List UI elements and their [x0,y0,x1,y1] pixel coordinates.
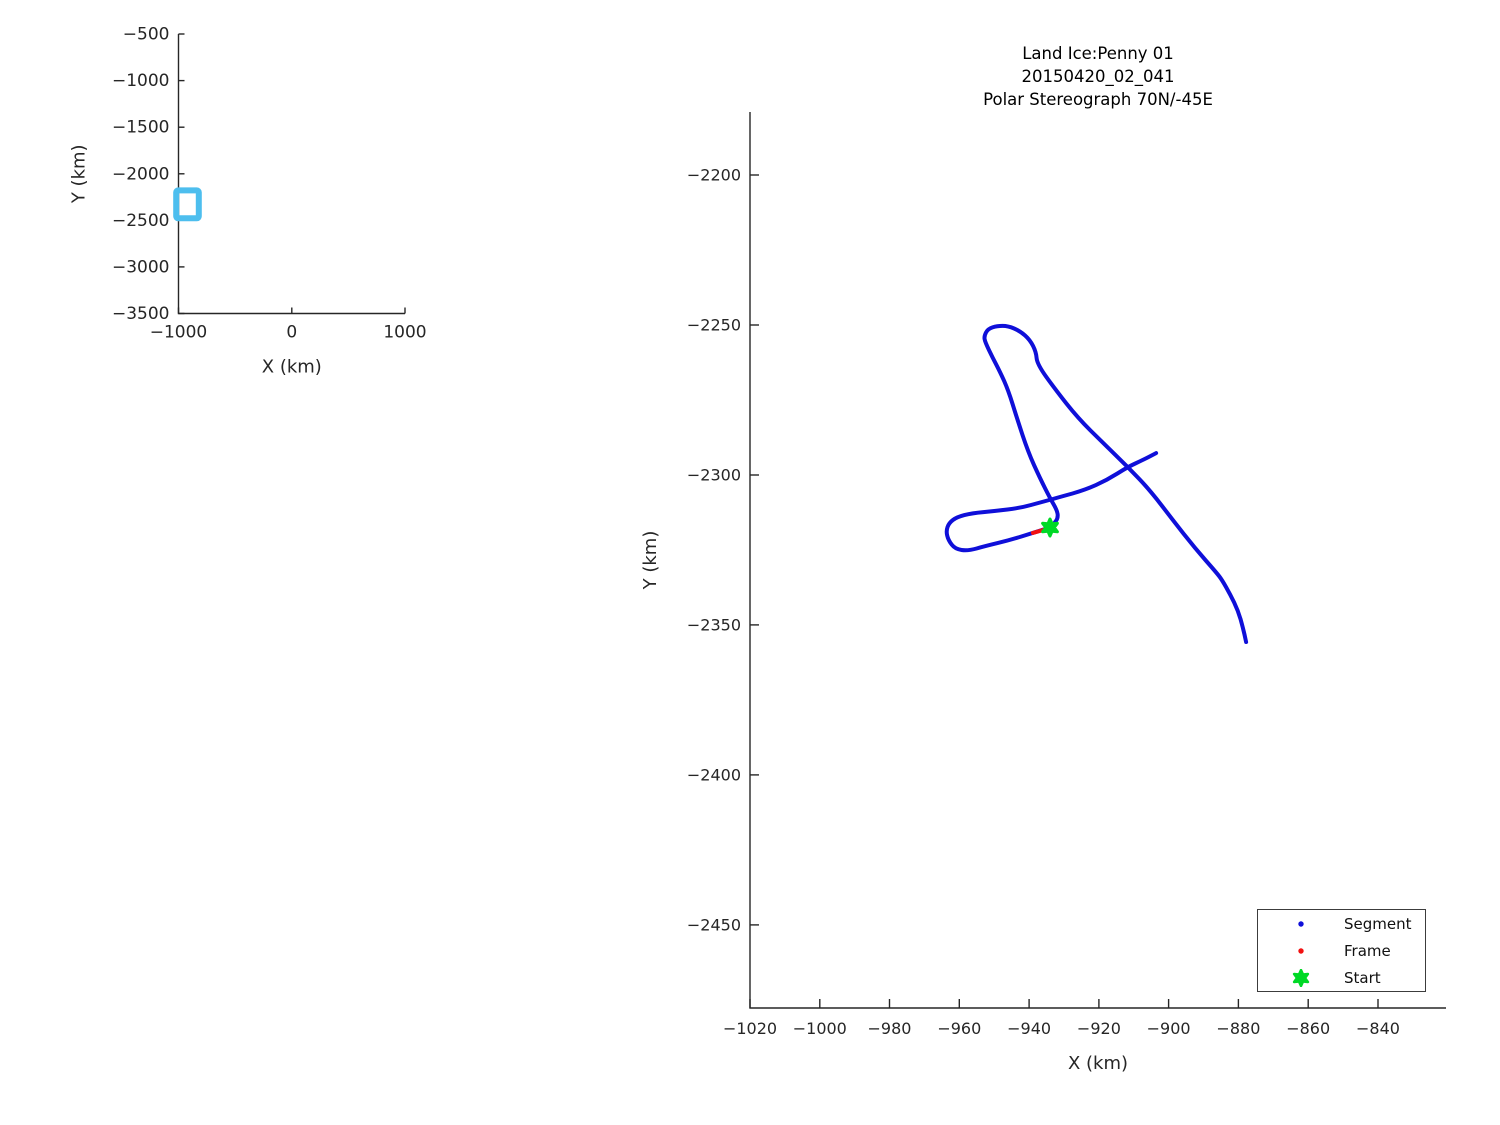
chart-title-line-3: Polar Stereograph 70N/-45E [983,90,1213,109]
y-axis-tick-label: −2250 [687,316,741,335]
x-axis-label: X (km) [262,357,322,378]
start-marker [1041,517,1059,538]
y-axis-tick-label: −2200 [687,166,741,185]
x-axis-label: X (km) [1068,1053,1128,1074]
legend: Segment Frame Start [1257,909,1426,992]
segment-dot-icon [1258,918,1344,930]
x-axis-tick-label: −940 [1007,1019,1051,1038]
x-axis-tick-label: −1020 [723,1019,777,1038]
x-axis-tick-label: −980 [868,1019,912,1038]
axis-spines [749,112,1446,1009]
y-axis-label: Y (km) [640,531,661,591]
y-axis-tick-label: −1000 [112,71,170,91]
y-axis-tick-label: −1500 [112,118,170,138]
flight-region-box [173,187,202,222]
legend-item-start: Start [1258,965,1425,991]
flight-path-plot: −1020 −1000 −980 −960 −940 −920 −900 −880 −860 −8… [640,112,1446,1074]
x-axis-tick-label: −1000 [150,323,208,343]
x-axis-tick-label: −860 [1286,1019,1330,1038]
segment-path [944,451,1159,553]
overview-plot: −1000 0 1000 −500 −1000 −1500 −2000 −2500 −3000 −… [69,25,427,378]
chart-title-line-2: 20150420_02_041 [1021,67,1175,86]
y-axis-tick-label: −2400 [687,765,741,784]
x-axis-tick-label: 1000 [383,323,426,343]
x-axis-tick-label: −960 [937,1019,981,1038]
chart-title: Land Ice:Penny 01 20150420_02_041 Polar … [750,42,1446,111]
x-axis-tick-label: −880 [1216,1019,1260,1038]
y-axis-tick-label: −3500 [112,304,170,324]
y-axis-tick-label: −2300 [687,466,741,485]
y-axis-tick-label: −2450 [687,915,741,934]
x-axis-tick-label: −920 [1077,1019,1121,1038]
y-axis-tick-label: −500 [123,25,170,45]
start-star-icon [1258,968,1344,987]
chart-title-line-1: Land Ice:Penny 01 [1022,44,1174,63]
legend-label-start: Start [1344,968,1381,987]
frame-dot-icon [1258,945,1344,957]
y-axis-tick-label: −2500 [112,211,170,231]
legend-label-segment: Segment [1344,914,1412,933]
legend-item-segment: Segment [1258,911,1425,937]
y-axis-tick-label: −2350 [687,615,741,634]
segment-path [982,323,1249,644]
legend-label-frame: Frame [1344,941,1391,960]
y-axis-tick-label: −3000 [112,257,170,277]
legend-item-frame: Frame [1258,938,1425,964]
y-axis-tick-label: −2000 [112,164,170,184]
axis-spines [177,34,405,315]
x-axis-tick-label: 0 [286,323,297,343]
x-axis-tick-label: −1000 [793,1019,847,1038]
y-axis-label: Y (km) [69,144,90,204]
x-axis-tick-label: −900 [1147,1019,1191,1038]
x-axis-tick-label: −840 [1356,1019,1400,1038]
